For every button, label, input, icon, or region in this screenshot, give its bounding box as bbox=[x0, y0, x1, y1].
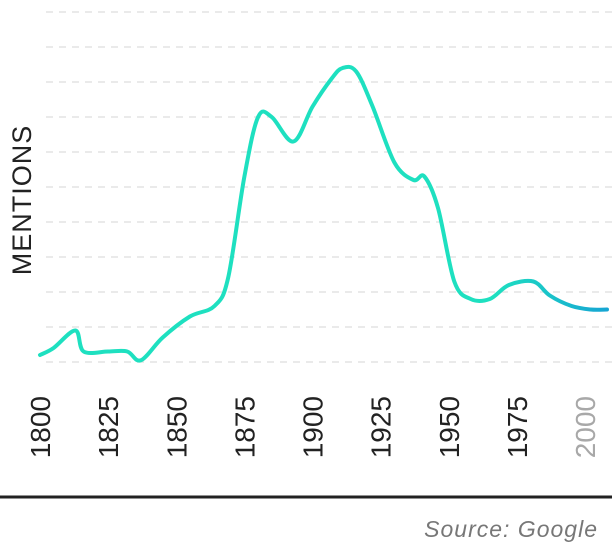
series-line bbox=[38, 64, 609, 363]
x-tick-label: 1950 bbox=[434, 396, 465, 458]
gridlines bbox=[46, 11, 612, 363]
source-note: Source: Google bbox=[424, 516, 598, 542]
x-tick-label: 1825 bbox=[93, 396, 124, 458]
x-tick-label: 1850 bbox=[161, 396, 192, 458]
x-tick-label: 1875 bbox=[229, 396, 260, 458]
x-tick-label: 1800 bbox=[25, 396, 56, 458]
x-tick-label: 1900 bbox=[298, 396, 329, 458]
y-axis-label: MENTIONS bbox=[7, 125, 37, 276]
x-tick-label: 2000 bbox=[570, 396, 601, 458]
x-tick-label: 1975 bbox=[502, 396, 533, 458]
x-axis-ticks: 1800 1825 1850 1875 1900 1925 1950 1975 2000 bbox=[25, 396, 601, 458]
x-tick-label: 1925 bbox=[366, 396, 397, 458]
